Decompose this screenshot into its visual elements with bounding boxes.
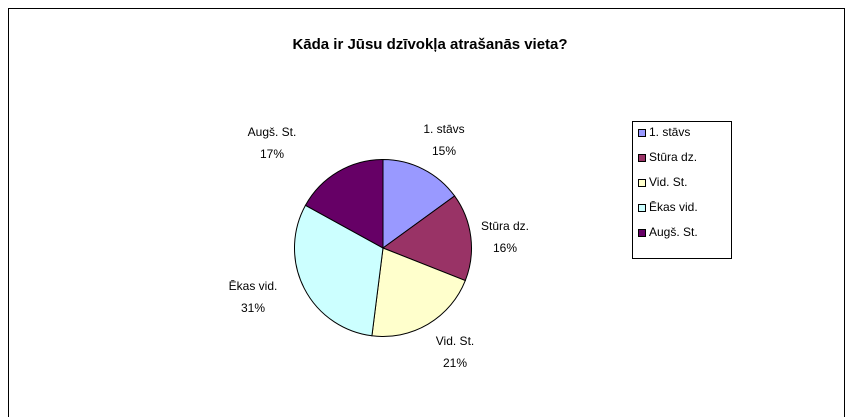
legend-label: Ēkas vid.: [649, 200, 698, 214]
slice-label-value: 31%: [241, 301, 265, 315]
pie-slice: [294, 204, 384, 337]
legend-label: Stūra dz.: [649, 150, 697, 164]
pie-slice: [304, 158, 384, 249]
slice-label-value: 15%: [432, 144, 456, 158]
legend-label: Vid. St.: [649, 175, 687, 189]
slice-label-name: Stūra dz.: [481, 219, 529, 233]
pie-slice: [382, 158, 456, 249]
pie-slice: [371, 247, 466, 337]
slice-label-name: Vid. St.: [436, 334, 474, 348]
slice-label-value: 17%: [260, 147, 284, 161]
pie-slice: [381, 195, 472, 282]
legend-swatch: [638, 204, 646, 212]
slice-label-value: 21%: [443, 356, 467, 370]
slice-label-value: 16%: [493, 241, 517, 255]
legend-swatch: [638, 179, 646, 187]
slice-label-name: Augš. St.: [248, 125, 297, 139]
slice-label-name: 1. stāvs: [423, 122, 464, 136]
slice-label-name: Ēkas vid.: [229, 279, 278, 293]
legend-swatch: [638, 154, 646, 162]
legend-box: [632, 121, 732, 259]
legend-swatch: [638, 229, 646, 237]
legend-label: 1. stāvs: [649, 125, 690, 139]
legend-label: Augš. St.: [649, 225, 698, 239]
legend-swatch: [638, 129, 646, 137]
chart-title: Kāda ir Jūsu dzīvokļa atrašanās vieta?: [292, 36, 567, 53]
